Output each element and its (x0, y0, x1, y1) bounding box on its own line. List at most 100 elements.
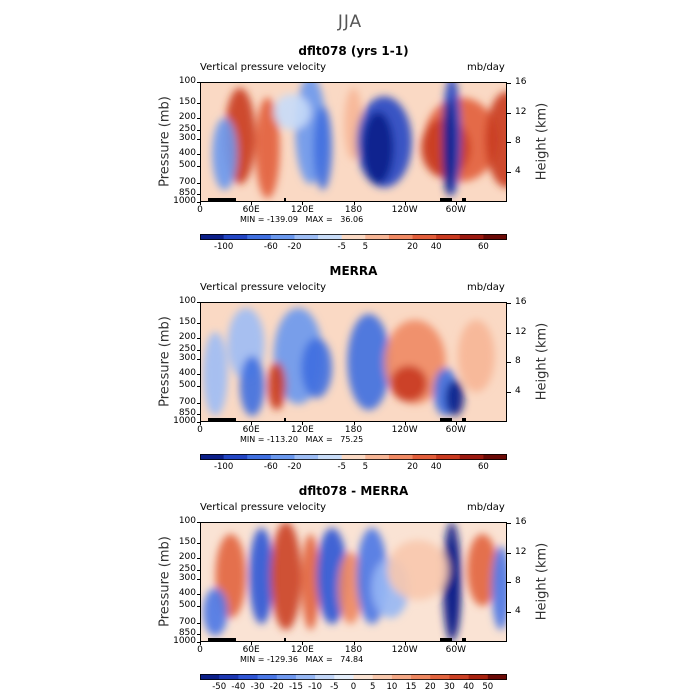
plot-frame (200, 82, 507, 202)
variable-label: Vertical pressure velocity (200, 502, 327, 513)
field-region (467, 534, 498, 606)
x-tick (302, 202, 304, 205)
topography-mask (208, 198, 228, 202)
min-max-stats: MIN = -139.09 MAX = 36.06 (240, 215, 364, 224)
y-tick (197, 359, 200, 361)
y-tick-label: 1000 (173, 416, 196, 426)
x-tick-label: 60W (445, 205, 466, 215)
y-tick-label: 400 (178, 588, 196, 599)
x-tick-label: 120W (391, 425, 418, 435)
colorbar-label: -100 (213, 242, 234, 252)
y-tick-right (507, 82, 511, 84)
x-tick-label: 0 (197, 645, 203, 655)
y-tick-label-right: 16 (515, 76, 527, 87)
x-tick (404, 202, 406, 205)
colorbar-label: 40 (463, 682, 475, 692)
x-tick (302, 642, 304, 645)
y-tick-label: 300 (178, 353, 196, 364)
min-max-stats: MIN = -129.36 MAX = 74.84 (240, 655, 364, 664)
colorbar-swatch (372, 674, 393, 680)
colorbar-swatch (200, 674, 220, 680)
colorbar-label: 5 (362, 242, 368, 252)
x-tick-label: 60E (242, 425, 260, 435)
x-tick-label: 120E (290, 425, 314, 435)
units-label: mb/day (467, 282, 505, 293)
colorbar-swatch (365, 234, 390, 240)
y-tick-label: 250 (178, 563, 196, 574)
colorbar-label: 30 (444, 682, 455, 692)
colorbar-label: 20 (424, 682, 436, 692)
x-tick-label: 180 (344, 645, 363, 655)
field-region (457, 320, 495, 392)
y-tick-label-right: 16 (515, 516, 527, 527)
y-tick-label: 850 (178, 187, 196, 198)
colorbar-swatch (315, 674, 335, 680)
y-tick-label-right: 4 (515, 166, 521, 177)
colorbar-swatch (238, 674, 259, 680)
field-region (448, 540, 461, 636)
topography-mask (462, 638, 466, 642)
colorbar-label: 50 (482, 682, 494, 692)
y-tick-label: 850 (178, 407, 196, 418)
plot-frame (200, 522, 507, 642)
colorbar-swatch (353, 674, 374, 680)
x-tick-label: 120W (391, 645, 418, 655)
x-tick (353, 422, 355, 425)
x-tick (404, 642, 406, 645)
y-tick-label: 250 (178, 343, 196, 354)
topography-mask (284, 638, 286, 642)
y-tick-label: 400 (178, 368, 196, 379)
x-tick-label: 60E (242, 205, 260, 215)
topography-mask (226, 198, 236, 202)
colorbar-label: -10 (308, 682, 323, 692)
y-tick-label: 100 (178, 296, 196, 306)
y-tick-label: 400 (178, 148, 196, 159)
y-tick-label-right: 4 (515, 386, 521, 397)
colorbar-swatch (294, 454, 319, 460)
field-region (270, 522, 302, 630)
colorbar-swatch (200, 454, 225, 460)
y-tick (197, 193, 200, 195)
y-tick-label: 700 (178, 397, 196, 408)
min-max-stats: MIN = -113.20 MAX = 75.25 (240, 435, 364, 444)
colorbar-swatch (412, 454, 437, 460)
field-region (249, 528, 274, 624)
colorbar-label: -60 (263, 462, 278, 472)
y-tick-label-right: 4 (515, 606, 521, 617)
y-tick-label: 1000 (173, 196, 196, 206)
field-region (442, 100, 455, 196)
topography-mask (462, 198, 466, 202)
x-tick (200, 642, 201, 645)
contour-plot (200, 302, 507, 422)
y-tick (197, 129, 200, 131)
y-tick (197, 374, 200, 376)
y-tick-label: 150 (178, 537, 196, 548)
y-tick (197, 302, 200, 303)
y-tick-label-right: 12 (515, 326, 527, 337)
colorbar-swatch (388, 234, 414, 240)
y-tick (197, 118, 200, 120)
panel-title: MERRA (329, 264, 378, 278)
colorbar-swatch (468, 674, 489, 680)
field-region (387, 540, 449, 600)
y-tick-label: 700 (178, 617, 196, 628)
colorbar-label: 60 (477, 462, 489, 472)
y-tick (197, 569, 200, 571)
colorbar-label: 20 (407, 462, 418, 472)
colorbar-swatch (219, 674, 239, 680)
colorbar-swatch (483, 454, 507, 460)
colorbar-swatch (365, 454, 390, 460)
y-tick (197, 202, 200, 203)
x-tick (302, 422, 304, 425)
y-tick-label: 200 (178, 332, 196, 343)
colorbar (200, 674, 507, 680)
colorbar-swatch (294, 234, 319, 240)
colorbar-label: -100 (213, 462, 234, 472)
y-tick-right (507, 522, 511, 524)
x-tick (251, 422, 253, 425)
topography-mask (284, 198, 286, 202)
topography-mask (440, 198, 452, 202)
y-tick-right (507, 112, 511, 114)
y-tick-label: 200 (178, 112, 196, 123)
x-tick-label: 120W (391, 205, 418, 215)
